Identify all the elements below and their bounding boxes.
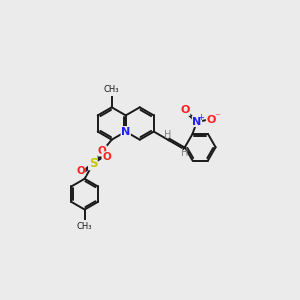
Text: H: H — [164, 130, 171, 140]
Text: N: N — [121, 127, 130, 136]
Text: N: N — [192, 116, 202, 127]
Text: O: O — [102, 152, 111, 162]
Text: H: H — [181, 148, 188, 158]
Text: CH₃: CH₃ — [104, 85, 119, 94]
Text: +: + — [197, 113, 204, 122]
Text: O: O — [181, 105, 190, 115]
Text: O: O — [206, 115, 216, 125]
Text: CH₃: CH₃ — [77, 222, 92, 231]
Text: ⁻: ⁻ — [214, 113, 220, 123]
Text: O: O — [98, 146, 107, 156]
Text: S: S — [88, 157, 97, 170]
Text: O: O — [76, 166, 85, 176]
